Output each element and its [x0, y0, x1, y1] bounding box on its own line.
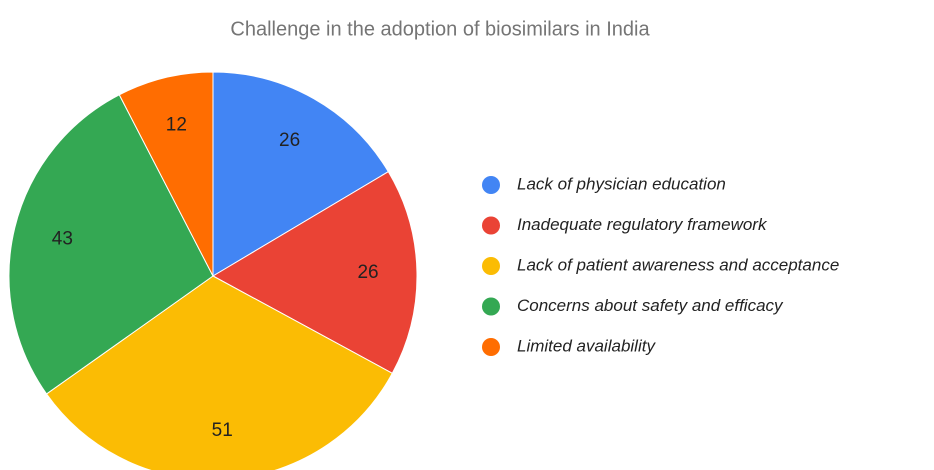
legend-label: Lack of patient awareness and acceptance: [517, 255, 839, 274]
slice-label: 12: [166, 114, 187, 135]
legend-label: Lack of physician education: [517, 174, 726, 193]
chart-title: Challenge in the adoption of biosimilars…: [230, 18, 650, 40]
pie-slice: [8, 94, 214, 395]
legend-label: Limited availability: [517, 336, 656, 355]
slice-label: 26: [279, 130, 300, 151]
slice-label: 26: [357, 262, 378, 283]
pie-slice: [45, 275, 393, 470]
legend-label: Inadequate regulatory framework: [517, 215, 768, 234]
legend-marker: [482, 338, 500, 356]
legend-marker: [482, 176, 500, 194]
slice-label: 51: [212, 420, 233, 441]
pie-slice: [118, 71, 214, 277]
pie-slice: [211, 170, 418, 374]
legend-marker: [482, 297, 500, 316]
slice-label: 43: [52, 228, 73, 249]
legend-marker: [482, 257, 500, 275]
legend-marker: [482, 216, 500, 235]
legend-label: Concerns about safety and efficacy: [517, 296, 784, 315]
pie-slice: [212, 71, 389, 277]
